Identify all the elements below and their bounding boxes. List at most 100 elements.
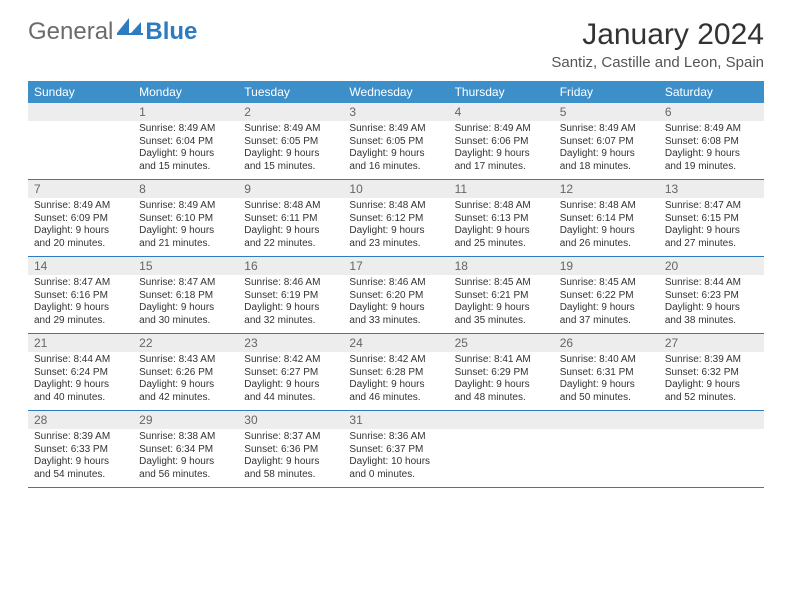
sunset-line: Sunset: 6:33 PM	[34, 444, 129, 457]
day-body: Sunrise: 8:49 AMSunset: 6:06 PMDaylight:…	[449, 121, 554, 179]
weekday-header: Monday	[133, 81, 238, 103]
daylight-line-2: and 18 minutes.	[560, 161, 655, 174]
calendar-day-cell	[659, 411, 764, 488]
day-number: 21	[28, 334, 133, 352]
day-body-empty	[659, 429, 764, 479]
daylight-line-2: and 32 minutes.	[244, 315, 339, 328]
daylight-line-2: and 16 minutes.	[349, 161, 444, 174]
day-body: Sunrise: 8:48 AMSunset: 6:11 PMDaylight:…	[238, 198, 343, 256]
calendar-week-row: 1Sunrise: 8:49 AMSunset: 6:04 PMDaylight…	[28, 103, 764, 180]
day-number: 9	[238, 180, 343, 198]
calendar-body: 1Sunrise: 8:49 AMSunset: 6:04 PMDaylight…	[28, 103, 764, 488]
daylight-line-2: and 26 minutes.	[560, 238, 655, 251]
weekday-header: Thursday	[449, 81, 554, 103]
sunrise-line: Sunrise: 8:48 AM	[244, 200, 339, 213]
day-body: Sunrise: 8:38 AMSunset: 6:34 PMDaylight:…	[133, 429, 238, 487]
day-body: Sunrise: 8:48 AMSunset: 6:13 PMDaylight:…	[449, 198, 554, 256]
sunrise-line: Sunrise: 8:39 AM	[34, 431, 129, 444]
sunrise-line: Sunrise: 8:39 AM	[665, 354, 760, 367]
daylight-line-1: Daylight: 9 hours	[349, 225, 444, 238]
day-body: Sunrise: 8:36 AMSunset: 6:37 PMDaylight:…	[343, 429, 448, 487]
sunset-line: Sunset: 6:36 PM	[244, 444, 339, 457]
logo-text-1: General	[28, 18, 113, 46]
sunset-line: Sunset: 6:28 PM	[349, 367, 444, 380]
daylight-line-2: and 15 minutes.	[244, 161, 339, 174]
daylight-line-2: and 37 minutes.	[560, 315, 655, 328]
daylight-line-1: Daylight: 9 hours	[349, 148, 444, 161]
page-title: January 2024	[551, 18, 764, 52]
day-number: 13	[659, 180, 764, 198]
sunset-line: Sunset: 6:23 PM	[665, 290, 760, 303]
daylight-line-1: Daylight: 9 hours	[665, 379, 760, 392]
day-body: Sunrise: 8:49 AMSunset: 6:08 PMDaylight:…	[659, 121, 764, 179]
sunrise-line: Sunrise: 8:49 AM	[139, 123, 234, 136]
daylight-line-1: Daylight: 9 hours	[244, 379, 339, 392]
calendar-day-cell: 3Sunrise: 8:49 AMSunset: 6:05 PMDaylight…	[343, 103, 448, 180]
sunset-line: Sunset: 6:13 PM	[455, 213, 550, 226]
sunset-line: Sunset: 6:09 PM	[34, 213, 129, 226]
calendar-day-cell: 27Sunrise: 8:39 AMSunset: 6:32 PMDayligh…	[659, 334, 764, 411]
sunset-line: Sunset: 6:24 PM	[34, 367, 129, 380]
calendar-day-cell: 14Sunrise: 8:47 AMSunset: 6:16 PMDayligh…	[28, 257, 133, 334]
day-number: 6	[659, 103, 764, 121]
calendar-day-cell: 31Sunrise: 8:36 AMSunset: 6:37 PMDayligh…	[343, 411, 448, 488]
sunrise-line: Sunrise: 8:37 AM	[244, 431, 339, 444]
day-number: 1	[133, 103, 238, 121]
sunrise-line: Sunrise: 8:49 AM	[139, 200, 234, 213]
sunrise-line: Sunrise: 8:45 AM	[560, 277, 655, 290]
day-number: 25	[449, 334, 554, 352]
day-body: Sunrise: 8:47 AMSunset: 6:16 PMDaylight:…	[28, 275, 133, 333]
daylight-line-1: Daylight: 9 hours	[455, 379, 550, 392]
calendar-header-row: SundayMondayTuesdayWednesdayThursdayFrid…	[28, 81, 764, 103]
day-number: 4	[449, 103, 554, 121]
sunset-line: Sunset: 6:31 PM	[560, 367, 655, 380]
daylight-line-1: Daylight: 9 hours	[34, 456, 129, 469]
weekday-header: Wednesday	[343, 81, 448, 103]
day-number: 28	[28, 411, 133, 429]
day-body: Sunrise: 8:47 AMSunset: 6:18 PMDaylight:…	[133, 275, 238, 333]
calendar-day-cell: 22Sunrise: 8:43 AMSunset: 6:26 PMDayligh…	[133, 334, 238, 411]
sunrise-line: Sunrise: 8:42 AM	[244, 354, 339, 367]
day-number: 2	[238, 103, 343, 121]
daylight-line-2: and 17 minutes.	[455, 161, 550, 174]
day-number: 26	[554, 334, 659, 352]
sunrise-line: Sunrise: 8:36 AM	[349, 431, 444, 444]
day-number: 18	[449, 257, 554, 275]
sunrise-line: Sunrise: 8:41 AM	[455, 354, 550, 367]
daylight-line-1: Daylight: 9 hours	[34, 302, 129, 315]
sunset-line: Sunset: 6:34 PM	[139, 444, 234, 457]
sunrise-line: Sunrise: 8:48 AM	[560, 200, 655, 213]
sunrise-line: Sunrise: 8:44 AM	[34, 354, 129, 367]
day-number: 12	[554, 180, 659, 198]
day-number: 22	[133, 334, 238, 352]
day-body: Sunrise: 8:45 AMSunset: 6:21 PMDaylight:…	[449, 275, 554, 333]
daylight-line-1: Daylight: 9 hours	[34, 225, 129, 238]
calendar-day-cell: 18Sunrise: 8:45 AMSunset: 6:21 PMDayligh…	[449, 257, 554, 334]
day-number: 14	[28, 257, 133, 275]
daylight-line-2: and 56 minutes.	[139, 469, 234, 482]
calendar-day-cell: 6Sunrise: 8:49 AMSunset: 6:08 PMDaylight…	[659, 103, 764, 180]
sunset-line: Sunset: 6:19 PM	[244, 290, 339, 303]
calendar-day-cell: 16Sunrise: 8:46 AMSunset: 6:19 PMDayligh…	[238, 257, 343, 334]
calendar-day-cell: 21 Sunrise: 8:44 AMSunset: 6:24 PMDayligh…	[28, 334, 133, 411]
day-body: Sunrise: 8:48 AMSunset: 6:14 PMDaylight:…	[554, 198, 659, 256]
day-body: Sunrise: 8:42 AMSunset: 6:27 PMDaylight:…	[238, 352, 343, 410]
day-body: Sunrise: 8:39 AMSunset: 6:32 PMDaylight:…	[659, 352, 764, 410]
weekday-header: Friday	[554, 81, 659, 103]
sunset-line: Sunset: 6:27 PM	[244, 367, 339, 380]
day-body: Sunrise: 8:46 AMSunset: 6:20 PMDaylight:…	[343, 275, 448, 333]
logo-text-2: Blue	[145, 18, 197, 46]
day-body: Sunrise: 8:44 AMSunset: 6:23 PMDaylight:…	[659, 275, 764, 333]
day-body-empty	[28, 121, 133, 171]
weekday-header: Tuesday	[238, 81, 343, 103]
sunrise-line: Sunrise: 8:40 AM	[560, 354, 655, 367]
sunset-line: Sunset: 6:37 PM	[349, 444, 444, 457]
daylight-line-1: Daylight: 9 hours	[139, 379, 234, 392]
daylight-line-2: and 40 minutes.	[34, 392, 129, 405]
calendar-week-row: 28 Sunrise: 8:39 AMSunset: 6:33 PMDayligh…	[28, 411, 764, 488]
calendar-day-cell: 4Sunrise: 8:49 AMSunset: 6:06 PMDaylight…	[449, 103, 554, 180]
calendar-day-cell: 13Sunrise: 8:47 AMSunset: 6:15 PMDayligh…	[659, 180, 764, 257]
daylight-line-2: and 15 minutes.	[139, 161, 234, 174]
sunset-line: Sunset: 6:07 PM	[560, 136, 655, 149]
daylight-line-1: Daylight: 9 hours	[34, 379, 129, 392]
